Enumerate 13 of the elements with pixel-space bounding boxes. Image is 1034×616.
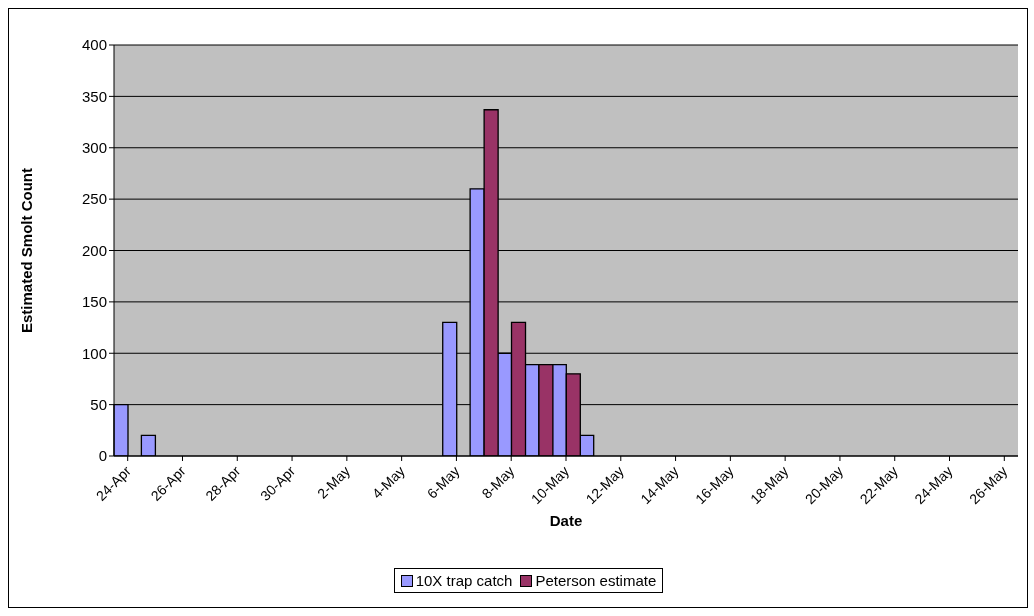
y-axis-title: Estimated Smolt Count [18, 167, 36, 334]
y-tick-label: 200 [81, 241, 107, 259]
legend-label: 10X trap catch [415, 572, 513, 589]
y-tick-label: 0 [98, 447, 107, 465]
y-tick-label: 50 [90, 395, 107, 413]
y-tick-label: 250 [81, 190, 107, 208]
y-tick-label: 150 [81, 293, 107, 311]
legend-label: Peterson estimate [535, 572, 657, 589]
y-tick-label: 300 [81, 139, 107, 157]
y-tick-label: 350 [81, 87, 107, 105]
y-tick-label: 100 [81, 344, 107, 362]
y-tick-label: 400 [81, 36, 107, 54]
x-axis-title: Date [549, 512, 583, 529]
